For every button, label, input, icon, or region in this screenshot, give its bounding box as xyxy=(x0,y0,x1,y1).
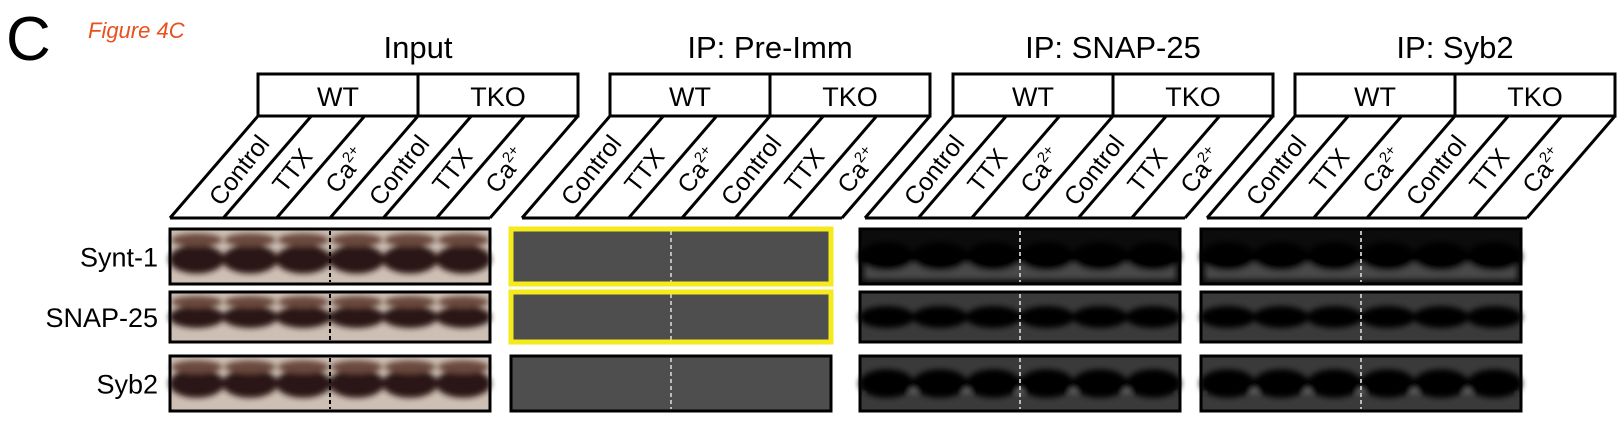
blot xyxy=(858,354,1182,413)
slant-divider xyxy=(435,115,526,219)
slant-divider xyxy=(382,115,473,219)
slant-divider xyxy=(520,115,612,219)
blot-border xyxy=(168,354,492,413)
blot-border xyxy=(1199,227,1523,286)
condition-label: TTX xyxy=(962,143,1013,198)
slant-divider xyxy=(275,115,366,219)
slant-divider xyxy=(488,115,580,219)
genotype-label: WT xyxy=(1012,82,1054,112)
panel-letter: C xyxy=(6,5,51,74)
condition-text: TTX xyxy=(779,143,830,198)
blot-border xyxy=(858,227,1182,286)
blot-border xyxy=(509,354,833,413)
blot-border xyxy=(508,226,834,287)
slant-divider xyxy=(970,115,1061,219)
condition-text: TTX xyxy=(1304,143,1355,198)
slant-divider xyxy=(328,115,420,219)
blot-border xyxy=(1199,290,1523,344)
row-label: SNAP-25 xyxy=(45,303,158,333)
slant-divider xyxy=(1130,115,1221,219)
condition-label: Ca2+ xyxy=(831,142,884,199)
slant-divider xyxy=(168,115,260,219)
group-title: IP: Pre-Imm xyxy=(687,30,852,65)
slant-divider xyxy=(222,115,313,219)
condition-text: TTX xyxy=(962,143,1013,198)
condition-label: Ca2+ xyxy=(1174,142,1227,199)
condition-label: Ca2+ xyxy=(479,142,532,199)
group-title: Input xyxy=(384,30,453,65)
condition-text: TTX xyxy=(1464,143,1515,198)
slant-divider xyxy=(1472,115,1563,219)
slant-divider xyxy=(1077,115,1168,219)
genotype-label: WT xyxy=(669,82,711,112)
slant-divider xyxy=(840,115,932,219)
blot-border xyxy=(858,290,1182,344)
slant-divider xyxy=(787,115,878,219)
genotype-label: TKO xyxy=(1165,82,1221,112)
blot-border xyxy=(168,227,492,286)
condition-label: TTX xyxy=(779,143,830,198)
slant-divider xyxy=(1183,115,1275,219)
slant-divider xyxy=(1312,115,1403,219)
condition-label: TTX xyxy=(619,143,670,198)
blot xyxy=(1199,354,1523,413)
slant-divider xyxy=(734,115,825,219)
blot-border xyxy=(1199,354,1523,413)
condition-text: TTX xyxy=(267,143,318,198)
slant-divider xyxy=(574,115,665,219)
condition-label: Ca2+ xyxy=(1516,142,1569,199)
condition-label: Ca2+ xyxy=(319,142,372,199)
blot xyxy=(858,227,1182,286)
row-label: Syb2 xyxy=(96,370,158,400)
condition-label: TTX xyxy=(1304,143,1355,198)
slant-divider xyxy=(1365,115,1457,219)
genotype-label: TKO xyxy=(822,82,878,112)
condition-text: TTX xyxy=(1122,143,1173,198)
condition-label: Ca2+ xyxy=(1014,142,1067,199)
slant-divider xyxy=(680,115,772,219)
slant-divider xyxy=(917,115,1008,219)
blot xyxy=(168,290,492,344)
condition-label: TTX xyxy=(427,143,478,198)
group-title: IP: Syb2 xyxy=(1396,30,1513,65)
blot xyxy=(508,226,834,287)
genotype-label: TKO xyxy=(1507,82,1563,112)
blot xyxy=(509,354,833,413)
slant-divider xyxy=(1205,115,1297,219)
condition-text: TTX xyxy=(427,143,478,198)
slant-divider xyxy=(1525,115,1617,219)
condition-text: TTX xyxy=(619,143,670,198)
condition-label: TTX xyxy=(1464,143,1515,198)
condition-label: TTX xyxy=(1122,143,1173,198)
blot xyxy=(508,289,834,345)
condition-label: Ca2+ xyxy=(671,142,724,199)
figure-label: Figure 4C xyxy=(88,18,185,43)
blot xyxy=(1199,290,1523,344)
slant-divider xyxy=(1419,115,1510,219)
slant-divider xyxy=(627,115,718,219)
blot xyxy=(1199,227,1523,286)
blot xyxy=(858,290,1182,344)
condition-label: Ca2+ xyxy=(1356,142,1409,199)
row-label: Synt-1 xyxy=(80,243,158,273)
blot-border xyxy=(168,290,492,344)
condition-label: TTX xyxy=(267,143,318,198)
blot xyxy=(168,227,492,286)
blot-border xyxy=(508,289,834,345)
group-title: IP: SNAP-25 xyxy=(1025,30,1201,65)
slant-divider xyxy=(1259,115,1350,219)
genotype-label: WT xyxy=(317,82,359,112)
genotype-label: WT xyxy=(1354,82,1396,112)
blot xyxy=(168,354,492,413)
slant-divider xyxy=(1023,115,1115,219)
slant-divider xyxy=(863,115,955,219)
blot-border xyxy=(858,354,1182,413)
genotype-label: TKO xyxy=(470,82,526,112)
